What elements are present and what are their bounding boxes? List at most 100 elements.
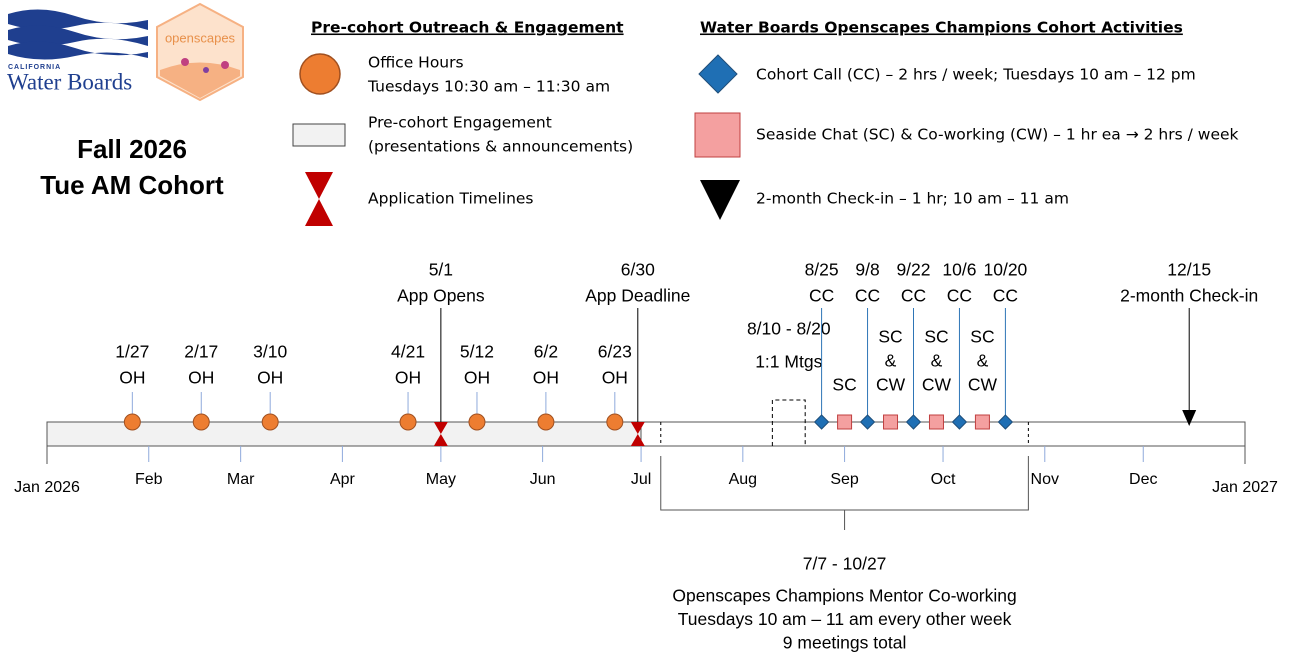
month-label: Oct bbox=[931, 471, 956, 488]
seaside-chat-marker bbox=[928, 414, 944, 430]
cohort-call-label: CC bbox=[947, 286, 972, 306]
legend-label: 2-month Check-in – 1 hr; 10 am – 11 am bbox=[756, 190, 1069, 208]
legend-heading: Pre-cohort Outreach & Engagement bbox=[311, 19, 624, 37]
legend-label: Seaside Chat (SC) & Co-working (CW) – 1 … bbox=[756, 126, 1239, 144]
timeline-start: Jan 2026 bbox=[14, 479, 80, 496]
office-hours-label: OH bbox=[395, 368, 421, 388]
one-on-one-label: 1:1 Mtgs bbox=[755, 352, 822, 372]
cohort-call-date: 9/8 bbox=[855, 260, 879, 280]
seaside-chat-icon bbox=[694, 112, 741, 158]
cohort-call-icon bbox=[698, 54, 738, 94]
office-hours-marker bbox=[606, 413, 624, 431]
one-on-one-bracket bbox=[771, 399, 806, 446]
month-label: May bbox=[426, 471, 456, 488]
mentor-text: 9 meetings total bbox=[783, 633, 907, 653]
logo-badge: openscapes bbox=[165, 30, 236, 45]
cohort-call-marker bbox=[905, 414, 922, 430]
office-hours-label: OH bbox=[602, 368, 628, 388]
cohort-call-date: 8/25 bbox=[805, 260, 839, 280]
month-label: Jun bbox=[530, 471, 556, 488]
timeline-end: Jan 2027 bbox=[1212, 479, 1278, 496]
office-hours-date: 4/21 bbox=[391, 342, 425, 362]
title: Fall 2026 bbox=[77, 134, 187, 164]
check-in-date: 12/15 bbox=[1167, 260, 1211, 280]
seaside-chat-label: SC bbox=[924, 327, 948, 347]
cohort-call-date: 10/6 bbox=[942, 260, 976, 280]
seaside-chat-marker bbox=[883, 414, 899, 430]
legend-label: Cohort Call (CC) – 2 hrs / week; Tuesday… bbox=[756, 66, 1196, 84]
cohort-call-label: CC bbox=[855, 286, 880, 306]
office-hours-date: 1/27 bbox=[115, 342, 149, 362]
cohort-call-marker bbox=[951, 414, 968, 430]
month-label: Aug bbox=[729, 471, 757, 488]
month-label: Jul bbox=[631, 471, 651, 488]
seaside-chat-label: & bbox=[885, 351, 897, 371]
openscapes-logo: openscapes bbox=[156, 2, 244, 102]
office-hours-marker bbox=[468, 413, 486, 431]
cohort-call-marker bbox=[813, 414, 830, 430]
mentor-text: Openscapes Champions Mentor Co-working bbox=[672, 586, 1016, 606]
cohort-call-label: CC bbox=[809, 286, 834, 306]
legend-label: Pre-cohort Engagement bbox=[368, 114, 552, 132]
seaside-chat-label: SC bbox=[832, 375, 856, 395]
month-label: Apr bbox=[330, 471, 356, 488]
cohort-call-label: CC bbox=[993, 286, 1018, 306]
office-hours-marker bbox=[192, 413, 210, 431]
office-hours-label: OH bbox=[533, 368, 559, 388]
office-hours-marker bbox=[399, 413, 417, 431]
seaside-chat-label: CW bbox=[876, 375, 906, 395]
office-hours-date: 3/10 bbox=[253, 342, 287, 362]
seaside-chat-label: CW bbox=[968, 375, 998, 395]
cohort-call-date: 9/22 bbox=[896, 260, 930, 280]
office-hours-icon bbox=[299, 53, 341, 95]
logo-name: Water Boards bbox=[7, 69, 132, 94]
office-hours-label: OH bbox=[188, 368, 214, 388]
one-on-one-dates: 8/10 - 8/20 bbox=[747, 319, 831, 339]
check-in-marker bbox=[1182, 410, 1197, 426]
mentor-bracket bbox=[660, 456, 1029, 530]
application-icon bbox=[305, 172, 333, 226]
month-label: Nov bbox=[1031, 471, 1059, 488]
application-date: 5/1 bbox=[429, 260, 453, 280]
check-in-label: 2-month Check-in bbox=[1120, 286, 1258, 306]
mentor-dates: 7/7 - 10/27 bbox=[803, 554, 887, 574]
office-hours-label: OH bbox=[119, 368, 145, 388]
month-label: Feb bbox=[135, 471, 163, 488]
office-hours-date: 6/23 bbox=[598, 342, 632, 362]
office-hours-marker bbox=[261, 413, 279, 431]
month-label: Sep bbox=[830, 471, 859, 488]
application-label: App Deadline bbox=[585, 286, 690, 306]
cohort-call-marker bbox=[997, 414, 1014, 430]
month-label: Mar bbox=[227, 471, 255, 488]
application-date: 6/30 bbox=[621, 260, 655, 280]
seaside-chat-label: CW bbox=[922, 375, 952, 395]
office-hours-date: 6/2 bbox=[534, 342, 558, 362]
seaside-chat-label: & bbox=[977, 351, 989, 371]
legend-heading: Water Boards Openscapes Champions Cohort… bbox=[700, 19, 1183, 37]
office-hours-label: OH bbox=[257, 368, 283, 388]
office-hours-marker bbox=[537, 413, 555, 431]
application-marker bbox=[630, 422, 645, 446]
application-marker bbox=[433, 422, 448, 446]
engagement-icon bbox=[292, 123, 346, 147]
seaside-chat-label: & bbox=[931, 351, 943, 371]
logo-state: CALIFORNIA bbox=[8, 64, 61, 71]
title: Tue AM Cohort bbox=[40, 170, 224, 200]
application-label: App Opens bbox=[397, 286, 485, 306]
check-in-icon bbox=[700, 180, 740, 220]
mentor-text: Tuesdays 10 am – 11 am every other week bbox=[678, 609, 1012, 629]
legend-label: Application Timelines bbox=[368, 190, 534, 208]
seaside-chat-label: SC bbox=[878, 327, 902, 347]
office-hours-marker bbox=[123, 413, 141, 431]
office-hours-date: 5/12 bbox=[460, 342, 494, 362]
seaside-chat-marker bbox=[837, 414, 853, 430]
seaside-chat-marker bbox=[974, 414, 990, 430]
office-hours-date: 2/17 bbox=[184, 342, 218, 362]
legend-label: Tuesdays 10:30 am – 11:30 am bbox=[367, 78, 610, 96]
cohort-call-marker bbox=[859, 414, 876, 430]
seaside-chat-label: SC bbox=[970, 327, 994, 347]
office-hours-label: OH bbox=[464, 368, 490, 388]
cohort-call-date: 10/20 bbox=[984, 260, 1028, 280]
